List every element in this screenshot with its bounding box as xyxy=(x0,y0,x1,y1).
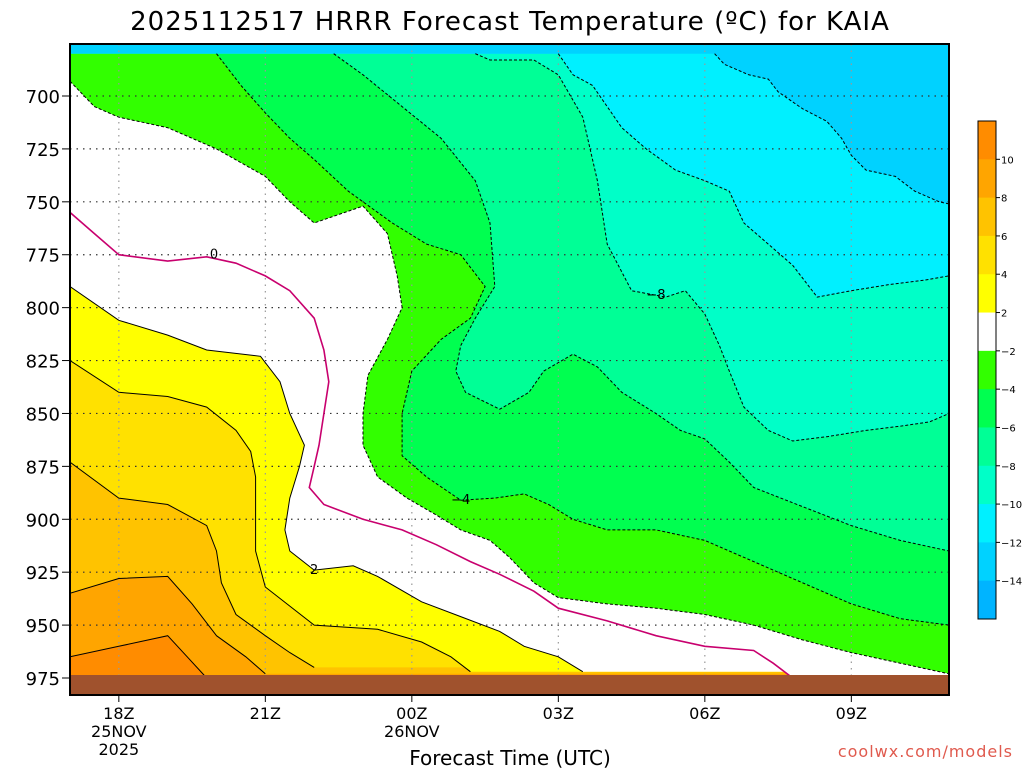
colorbar-frame xyxy=(977,120,997,620)
x-tick-label-18Z-2: 2025 xyxy=(98,740,139,759)
isotherm-labels: −8 −4 0 2 xyxy=(210,248,666,578)
colorbar-bin-5 xyxy=(978,312,996,352)
x-tick-label-09Z-0: 09Z xyxy=(836,704,867,723)
x-tick-label-03Z-0: 03Z xyxy=(543,704,574,723)
temperature-fills xyxy=(70,44,949,695)
colorbar-label-1: 8 xyxy=(1001,194,1007,205)
colorbar-label-6: −4 xyxy=(1001,385,1016,396)
credit-text: coolwx.com/models xyxy=(838,742,1013,761)
y-tick-label-850: 850 xyxy=(26,404,60,425)
colorbar-bin-11 xyxy=(978,542,996,582)
isotherm-minus2 xyxy=(70,80,949,675)
colorbar-label-2: 6 xyxy=(1001,232,1007,243)
y-tick-label-800: 800 xyxy=(26,299,60,320)
isotherm-6 xyxy=(70,461,315,668)
ground-layer xyxy=(70,675,949,695)
colorbar-bin-3 xyxy=(978,235,996,275)
isotherm-minus4 xyxy=(216,53,949,626)
isotherm-label-2: 2 xyxy=(310,563,318,578)
plot-area xyxy=(70,44,949,695)
isotherm-label-minus4: −4 xyxy=(451,493,470,508)
isotherm-2 xyxy=(70,286,584,673)
colorbar-label-3: 4 xyxy=(1001,270,1007,281)
x-tick-label-06Z-0: 06Z xyxy=(689,704,720,723)
colorbar-label-8: −8 xyxy=(1001,462,1016,473)
grid-lines xyxy=(70,44,949,695)
x-tick-label-18Z-1: 25NOV xyxy=(91,722,147,741)
y-tick-label-750: 750 xyxy=(26,193,60,214)
x-axis-label: Forecast Time (UTC) xyxy=(409,746,611,768)
isotherm-lines xyxy=(70,53,949,679)
colorbar-bin-10 xyxy=(978,504,996,543)
colorbar-label-7: −6 xyxy=(1001,423,1016,434)
isotherm-minus6 xyxy=(333,53,949,552)
colorbar: 10 8 6 4 2 −2 −4 −6 −8 −10 −12 −14 xyxy=(977,120,1022,620)
chart-title: 2025112517 HRRR Forecast Temperature (ºC… xyxy=(130,7,890,37)
y-tick-label-975: 975 xyxy=(26,669,60,690)
y-tick-label-825: 825 xyxy=(26,352,60,373)
colorbar-bin-2 xyxy=(978,197,996,237)
colorbar-bin-0 xyxy=(978,121,996,160)
fill-above-minus10 xyxy=(70,44,949,298)
fill-above-minus12 xyxy=(70,44,949,204)
isotherm-minus12 xyxy=(714,53,949,205)
isotherm-minus10 xyxy=(557,53,949,298)
colorbar-label-10: −12 xyxy=(1001,538,1022,549)
isotherm-10 xyxy=(70,635,208,679)
isotherm-minus8 xyxy=(475,53,949,442)
isotherm-0 xyxy=(70,211,794,679)
colorbar-label-4: 2 xyxy=(1001,309,1007,320)
y-tick-label-700: 700 xyxy=(26,87,60,108)
y-tick-label-725: 725 xyxy=(26,140,60,161)
isotherm-label-0: 0 xyxy=(210,248,218,263)
y-axis-ticks: 700 725 750 775 800 825 850 875 900 925 950 975 xyxy=(26,87,70,690)
x-tick-label-00Z-1: 26NOV xyxy=(384,722,440,741)
y-tick-label-925: 925 xyxy=(26,563,60,584)
colorbar-bin-4 xyxy=(978,274,996,314)
y-tick-label-950: 950 xyxy=(26,616,60,637)
plot-frame xyxy=(69,43,950,696)
colorbar-bin-8 xyxy=(978,427,996,467)
colorbar-label-0: 10 xyxy=(1001,155,1014,166)
x-tick-label-21Z-0: 21Z xyxy=(250,704,281,723)
colorbar-bin-9 xyxy=(978,465,996,505)
isotherm-4 xyxy=(70,360,471,673)
y-tick-label-900: 900 xyxy=(26,510,60,531)
colorbar-bin-7 xyxy=(978,389,996,428)
x-tick-label-18Z-0: 18Z xyxy=(103,704,134,723)
isotherm-8 xyxy=(70,575,266,675)
isotherm-label-minus8: −8 xyxy=(646,288,665,303)
x-tick-label-00Z-0: 00Z xyxy=(396,704,427,723)
colorbar-bin-6 xyxy=(978,350,996,390)
colorbar-label-11: −14 xyxy=(1001,577,1022,588)
colorbar-label-9: −10 xyxy=(1001,500,1022,511)
colorbar-label-5: −2 xyxy=(1001,347,1016,358)
colorbar-bin-12 xyxy=(978,580,996,620)
colorbar-bin-1 xyxy=(978,159,996,199)
y-tick-label-775: 775 xyxy=(26,246,60,267)
y-tick-label-875: 875 xyxy=(26,457,60,478)
